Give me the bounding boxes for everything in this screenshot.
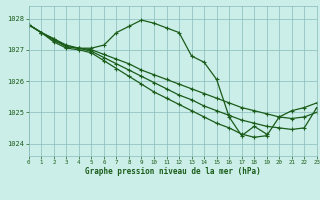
X-axis label: Graphe pression niveau de la mer (hPa): Graphe pression niveau de la mer (hPa) [85, 167, 261, 176]
